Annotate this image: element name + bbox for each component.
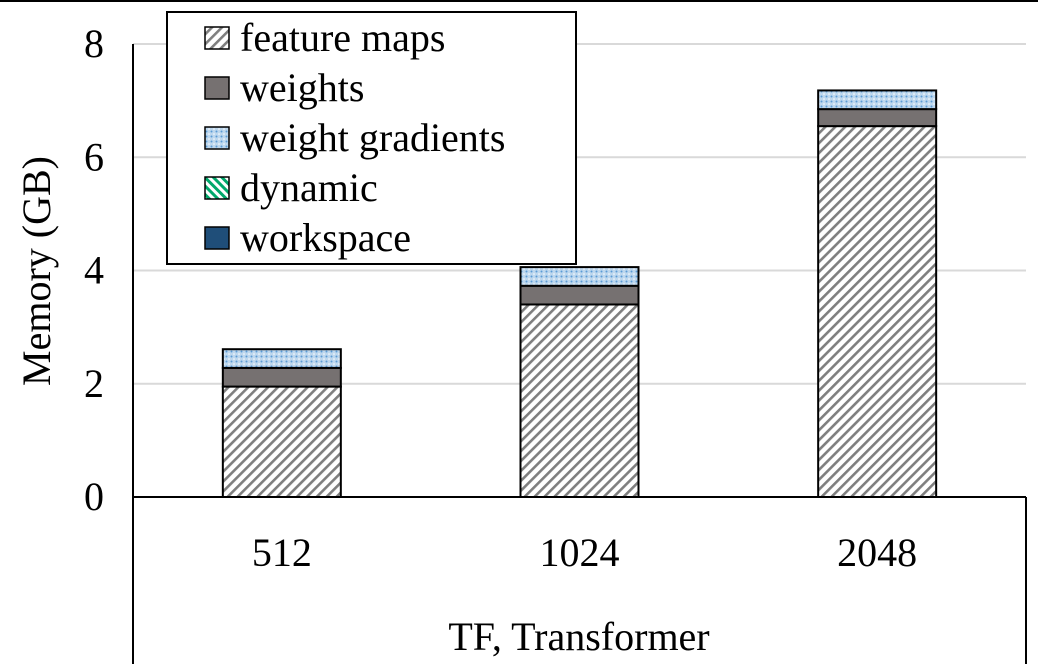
bar-segment bbox=[817, 125, 938, 498]
legend: feature maps weights weight gradients dynam… bbox=[166, 11, 577, 265]
legend-label: workspace bbox=[240, 215, 411, 260]
x-tick-labels: 512 1024 2048 bbox=[252, 530, 917, 575]
y-tick-label: 2 bbox=[84, 361, 104, 406]
bar-segment bbox=[221, 385, 342, 498]
legend-swatch bbox=[204, 126, 230, 150]
x-tick-label: 1024 bbox=[540, 530, 620, 575]
bar-segment bbox=[519, 266, 640, 287]
bar-segment bbox=[221, 366, 342, 388]
legend-swatch bbox=[204, 176, 230, 200]
legend-swatch bbox=[204, 76, 230, 100]
x-axis-label: TF, Transformer bbox=[448, 614, 709, 659]
legend-swatch bbox=[204, 26, 230, 50]
x-tick-label: 512 bbox=[252, 530, 312, 575]
legend-label: weights bbox=[240, 65, 364, 110]
legend-label: weight gradients bbox=[240, 115, 506, 160]
y-tick-label: 0 bbox=[84, 474, 104, 519]
x-tick-label: 2048 bbox=[837, 530, 917, 575]
bar-segment bbox=[519, 284, 640, 306]
bar-segment bbox=[817, 89, 938, 111]
legend-box bbox=[166, 11, 577, 265]
y-axis-label: Memory (GB) bbox=[14, 156, 59, 386]
legend-label: dynamic bbox=[240, 165, 378, 210]
bar-segment bbox=[519, 303, 640, 498]
y-tick-labels: 0 2 4 6 8 bbox=[84, 21, 104, 519]
bar-segment bbox=[817, 108, 938, 128]
y-tick-label: 6 bbox=[84, 134, 104, 179]
legend-label: feature maps bbox=[240, 15, 445, 60]
bars bbox=[221, 89, 938, 498]
y-tick-label: 4 bbox=[84, 248, 104, 293]
legend-swatch bbox=[204, 226, 230, 250]
y-tick-label: 8 bbox=[84, 21, 104, 66]
bar-segment bbox=[221, 348, 342, 369]
